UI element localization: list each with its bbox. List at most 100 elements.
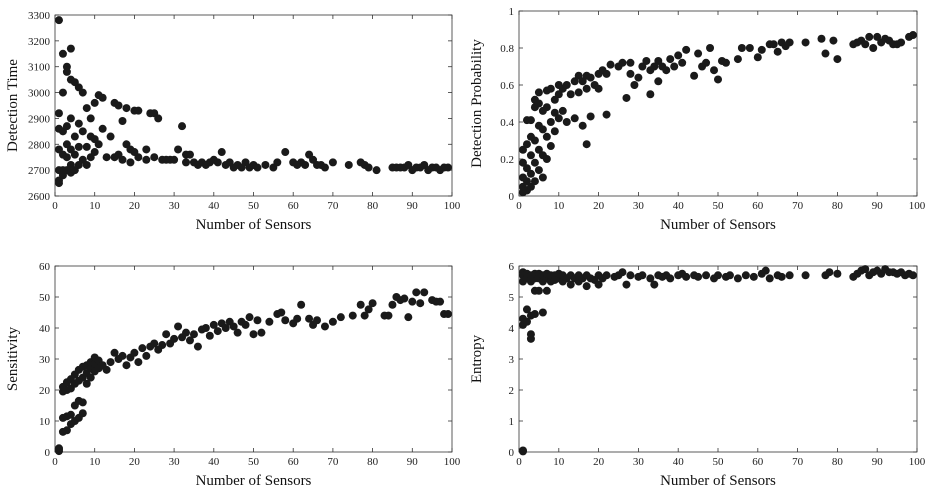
data-point xyxy=(526,330,535,339)
data-point xyxy=(582,140,591,149)
data-point xyxy=(861,40,870,49)
data-point xyxy=(725,271,734,280)
y-tick-label: 50 xyxy=(39,292,51,304)
data-point xyxy=(293,314,302,323)
data-point xyxy=(416,299,425,308)
data-point xyxy=(702,58,711,67)
x-tick-label: 80 xyxy=(832,200,844,212)
data-point xyxy=(534,145,543,154)
chart-panel-detection-time: 0 10 20 30 40 50 60 70 80 90 100 2600 2700 2800 2900 30… xyxy=(5,10,461,233)
data-point xyxy=(562,81,571,89)
data-point xyxy=(801,38,810,47)
data-point xyxy=(570,114,579,123)
data-point xyxy=(554,114,563,123)
data-point xyxy=(82,379,91,388)
data-point xyxy=(574,88,583,97)
data-point xyxy=(542,286,551,295)
data-point xyxy=(66,114,75,123)
data-point xyxy=(162,330,171,339)
data-point xyxy=(185,150,194,159)
data-point xyxy=(710,66,719,75)
data-point xyxy=(90,148,99,157)
data-point xyxy=(98,124,107,133)
data-point xyxy=(408,297,417,306)
data-point xyxy=(62,153,71,162)
data-point xyxy=(578,121,587,130)
data-point xyxy=(638,62,647,71)
data-point xyxy=(102,153,111,162)
data-point xyxy=(364,305,373,314)
y-tick-label: 10 xyxy=(39,416,51,428)
x-tick-label: 90 xyxy=(872,456,884,468)
data-point xyxy=(281,316,290,325)
data-point xyxy=(530,158,539,167)
data-point xyxy=(78,127,87,136)
data-point xyxy=(518,446,527,455)
data-point xyxy=(70,132,79,141)
x-axis-label: Number of Sensors xyxy=(660,473,776,489)
data-point xyxy=(737,44,746,52)
data-point xyxy=(586,73,595,82)
data-point xyxy=(526,169,535,178)
x-tick-label: 10 xyxy=(89,200,101,212)
data-point xyxy=(82,160,91,169)
data-point xyxy=(158,341,167,350)
data-point xyxy=(229,322,238,331)
data-point xyxy=(522,305,531,314)
y-tick-label: 0.2 xyxy=(500,154,514,166)
x-tick-label: 100 xyxy=(444,456,461,468)
data-point xyxy=(189,330,198,339)
data-point xyxy=(297,300,306,309)
data-point xyxy=(444,310,453,319)
data-point xyxy=(281,148,290,157)
data-point xyxy=(178,122,187,131)
data-point xyxy=(174,322,183,331)
data-point xyxy=(257,328,266,337)
data-point xyxy=(694,49,703,58)
data-point xyxy=(534,99,543,108)
data-point xyxy=(78,409,87,418)
data-point xyxy=(626,58,635,67)
x-tick-label: 30 xyxy=(169,200,181,212)
data-point xyxy=(538,125,547,134)
data-point xyxy=(534,88,543,97)
data-point xyxy=(602,69,611,78)
data-point xyxy=(873,32,882,41)
x-tick-label: 60 xyxy=(288,200,300,212)
data-point xyxy=(634,73,643,82)
data-point xyxy=(118,351,127,360)
data-point xyxy=(328,317,337,326)
data-point xyxy=(869,44,878,52)
y-tick-label: 0 xyxy=(509,447,515,459)
data-point xyxy=(134,106,143,115)
chart-panel-sensitivity: 0 10 20 30 40 50 60 70 80 90 100 0 10 20 30 40 50 60 Numbe… xyxy=(5,261,461,489)
data-point xyxy=(74,119,83,128)
data-point xyxy=(542,155,551,163)
x-tick-label: 70 xyxy=(792,200,804,212)
data-point xyxy=(602,110,611,119)
data-point xyxy=(70,150,79,159)
data-point xyxy=(753,53,762,62)
data-point xyxy=(618,58,627,67)
data-point xyxy=(526,151,535,160)
x-tick-label: 70 xyxy=(792,456,804,468)
x-tick-label: 0 xyxy=(516,200,522,212)
data-point xyxy=(558,106,567,115)
data-point xyxy=(205,331,214,340)
data-point xyxy=(221,324,230,332)
y-tick-label: 0.4 xyxy=(500,117,514,129)
data-point xyxy=(618,268,627,277)
x-tick-label: 80 xyxy=(832,456,844,468)
data-point xyxy=(833,269,842,278)
data-point xyxy=(420,288,429,297)
x-tick-label: 80 xyxy=(367,456,379,468)
data-point xyxy=(909,271,918,280)
x-tick-label: 70 xyxy=(327,200,339,212)
x-tick-label: 10 xyxy=(553,456,565,468)
data-point xyxy=(550,127,559,136)
data-point xyxy=(301,160,310,169)
data-point xyxy=(582,282,591,291)
data-point xyxy=(538,308,547,317)
data-point xyxy=(305,314,314,323)
